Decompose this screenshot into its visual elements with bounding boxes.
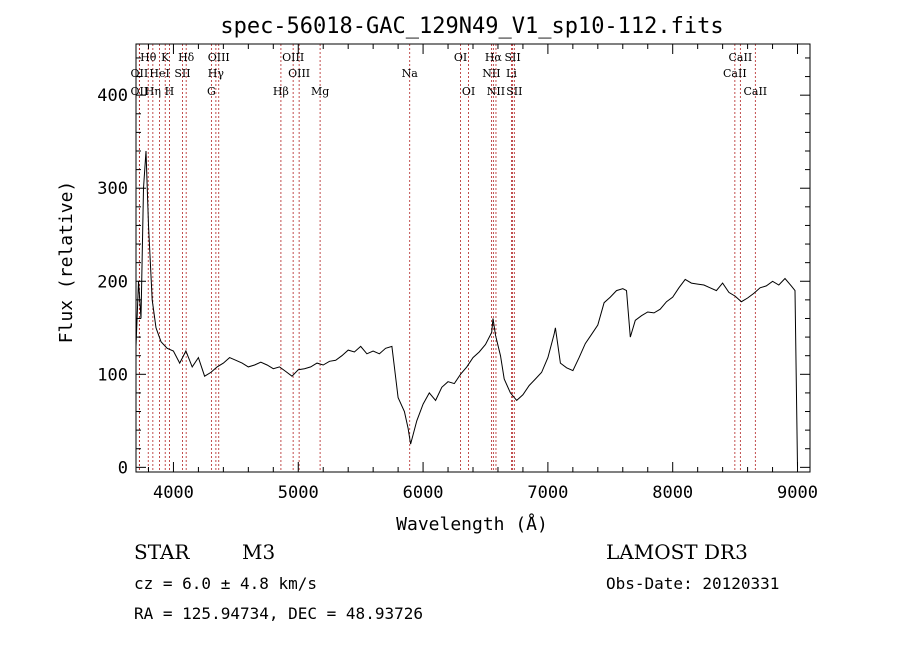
x-axis-ticks: 4000 5000 6000 7000 8000 9000: [147, 44, 818, 503]
y-axis-label: Flux (relative): [56, 181, 77, 344]
spectrum-line: [135, 150, 798, 468]
spectral-line-label: Mg: [311, 85, 329, 98]
spectral-line-label: SII: [174, 67, 190, 80]
spectral-line-label: Hδ: [178, 51, 195, 64]
y-tick-label: 100: [97, 365, 128, 385]
spectral-line-label: OIII: [208, 51, 230, 64]
spectral-line-label: OIII: [282, 51, 304, 64]
spectral-line-label: Hγ: [208, 67, 225, 80]
spectral-line-label: OIII: [288, 67, 310, 80]
spectral-line-label: HeI: [149, 67, 169, 80]
x-tick-label: 6000: [403, 483, 444, 503]
chart-title: spec-56018-GAC_129N49_V1_sp10-112.fits: [220, 14, 723, 39]
x-tick-label: 8000: [652, 483, 693, 503]
spectral-line-label: K: [161, 51, 170, 64]
x-tick-label: 4000: [153, 483, 194, 503]
spectral-line-label: NII: [487, 85, 505, 98]
redshift-readout: cz = 6.0 ± 4.8 km/s: [134, 574, 318, 593]
x-tick-label: 5000: [278, 483, 319, 503]
spectral-line-label: Hα: [485, 51, 503, 64]
y-tick-label: 400: [97, 86, 128, 106]
spectral-line-label: H: [165, 85, 175, 98]
y-tick-label: 200: [97, 272, 128, 292]
spectral-line-label: G: [207, 85, 216, 98]
spectral-line-label: Hη: [145, 85, 161, 98]
object-class: STAR: [134, 540, 190, 564]
spectral-line-label: SII: [504, 51, 520, 64]
spectral-line-label: CaII: [723, 67, 747, 80]
y-axis-ticks: 0 100 200 300 400: [97, 57, 810, 478]
spectral-line-markers: [138, 44, 756, 472]
spectral-line-label: Li: [506, 67, 517, 80]
obs-date: Obs-Date: 20120331: [606, 574, 780, 593]
spectral-line-label: OII: [131, 67, 149, 80]
spectral-line-label: SII: [506, 85, 522, 98]
x-axis-label: Wavelength (Å): [396, 513, 548, 535]
spectral-line-label: Hθ: [140, 51, 157, 64]
survey-name: LAMOST DR3: [606, 540, 748, 564]
y-tick-label: 300: [97, 179, 128, 199]
spectral-line-label: CaII: [743, 85, 767, 98]
spectral-line-label: CaII: [729, 51, 753, 64]
spectral-line-label: OI: [454, 51, 467, 64]
x-tick-label: 7000: [527, 483, 568, 503]
x-tick-label: 9000: [777, 483, 818, 503]
object-subclass: M3: [242, 540, 276, 564]
coordinates-readout: RA = 125.94734, DEC = 48.93726: [134, 604, 423, 623]
spectral-line-label: NII: [482, 67, 500, 80]
spectral-line-label: OI: [462, 85, 475, 98]
spectral-line-label: Na: [402, 67, 419, 80]
plot-frame: [135, 43, 811, 473]
y-tick-label: 0: [118, 458, 128, 478]
spectral-line-label: Hβ: [273, 85, 289, 98]
